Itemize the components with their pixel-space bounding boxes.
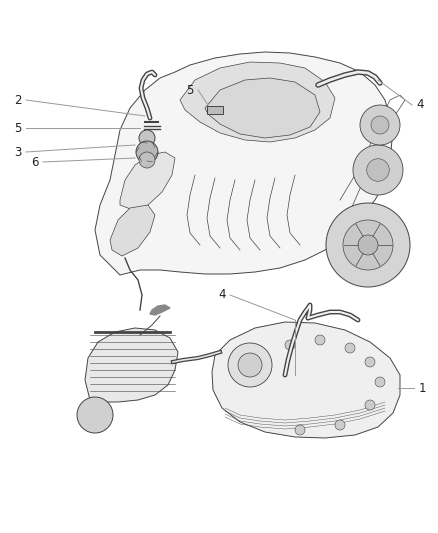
Text: 5: 5 — [14, 122, 22, 134]
Polygon shape — [120, 152, 175, 210]
Circle shape — [139, 130, 155, 146]
Circle shape — [371, 116, 389, 134]
Circle shape — [360, 105, 400, 145]
Circle shape — [353, 145, 403, 195]
Text: 5: 5 — [186, 84, 194, 96]
Circle shape — [365, 357, 375, 367]
Text: 3: 3 — [14, 146, 22, 158]
Polygon shape — [85, 328, 178, 402]
Circle shape — [335, 420, 345, 430]
Polygon shape — [95, 52, 392, 275]
Circle shape — [326, 203, 410, 287]
Circle shape — [375, 377, 385, 387]
Text: 4: 4 — [218, 288, 226, 302]
Text: 6: 6 — [31, 156, 39, 168]
Circle shape — [367, 159, 389, 181]
Circle shape — [345, 343, 355, 353]
Circle shape — [358, 235, 378, 255]
Circle shape — [139, 152, 155, 168]
Circle shape — [343, 220, 393, 270]
Circle shape — [77, 397, 113, 433]
Polygon shape — [212, 322, 400, 438]
Circle shape — [238, 353, 262, 377]
Circle shape — [136, 141, 158, 163]
Text: 2: 2 — [14, 93, 22, 107]
Circle shape — [295, 425, 305, 435]
Text: 1: 1 — [418, 382, 426, 394]
Bar — [207, 106, 223, 114]
Circle shape — [228, 343, 272, 387]
Circle shape — [285, 340, 295, 350]
Polygon shape — [205, 78, 320, 138]
Text: 4: 4 — [416, 99, 424, 111]
Circle shape — [315, 335, 325, 345]
Circle shape — [365, 400, 375, 410]
Polygon shape — [110, 205, 155, 256]
Polygon shape — [180, 62, 335, 142]
Polygon shape — [150, 305, 170, 315]
